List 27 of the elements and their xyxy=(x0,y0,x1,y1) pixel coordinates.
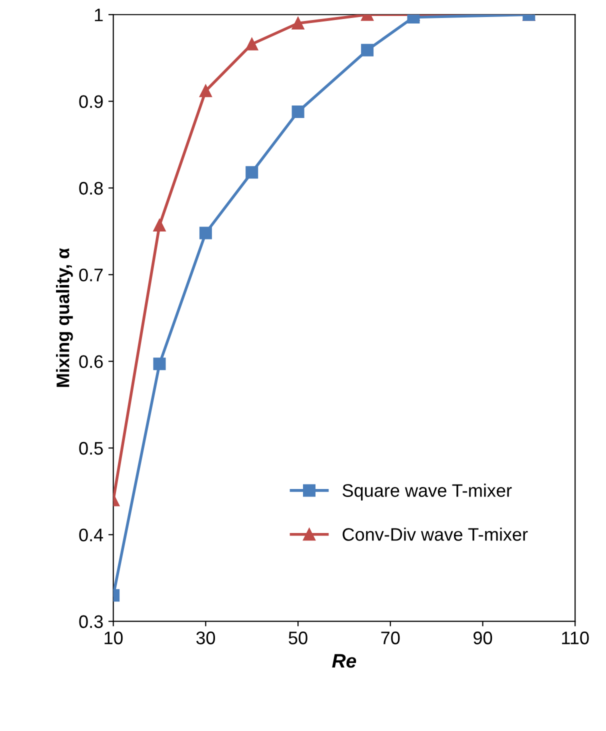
x-tick-label: 70 xyxy=(381,632,400,644)
y-tick-label: 0.3 xyxy=(79,615,103,628)
point xyxy=(153,358,166,370)
x-tick-label: 110 xyxy=(562,632,589,644)
y-axis-title: Mixing quality, α xyxy=(56,248,73,387)
point xyxy=(199,84,212,98)
point xyxy=(292,17,304,30)
point xyxy=(153,218,166,232)
y-tick-label: 0.9 xyxy=(79,95,103,108)
point xyxy=(199,226,212,240)
y-tick-label: 0.8 xyxy=(79,182,103,195)
point xyxy=(246,166,258,179)
y-tick-label: 0.5 xyxy=(79,442,103,455)
y-tick-label: 0.4 xyxy=(79,528,104,542)
legend-label: Square wave T-mixer xyxy=(342,484,512,501)
x-tick-label: 50 xyxy=(288,632,308,644)
y-tick-label: 0.7 xyxy=(79,268,103,282)
legend-label: Conv-Div wave T-mixer xyxy=(342,528,528,541)
point xyxy=(246,38,258,50)
y-tick-label: 0.6 xyxy=(79,355,103,368)
x-tick-label: 30 xyxy=(196,632,216,644)
x-tick-label: 90 xyxy=(474,632,492,644)
point xyxy=(292,105,304,118)
y-tick-label: 1 xyxy=(94,8,103,22)
x-tick-label: 10 xyxy=(104,632,123,644)
point xyxy=(361,44,374,56)
x-axis-title: Re xyxy=(332,654,356,668)
